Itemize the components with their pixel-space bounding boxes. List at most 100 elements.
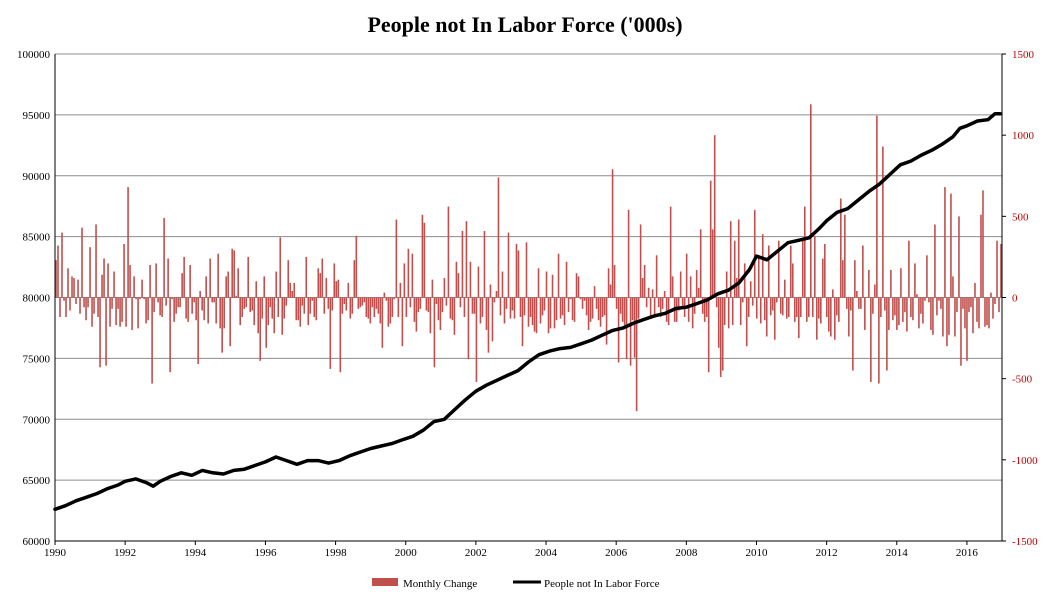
bar-monthly-change [858,297,860,309]
bar-monthly-change [705,297,708,317]
bar-monthly-change [809,104,812,298]
bar-monthly-change [363,297,366,303]
bar-monthly-change [373,297,376,317]
bar-monthly-change [227,271,229,298]
bar-monthly-change [721,297,724,371]
bar-monthly-change [129,265,131,298]
bar-monthly-change [99,297,101,368]
bar-monthly-change [685,253,688,298]
bar-monthly-change [431,279,434,298]
bar-monthly-change [920,297,922,314]
bar-monthly-change [597,297,600,321]
bar-monthly-change [219,297,221,329]
bar-monthly-change [285,297,288,306]
bar-monthly-change [908,240,910,298]
bar-monthly-change [916,294,918,298]
bar-monthly-change [998,297,1000,313]
bar-monthly-change [263,276,266,298]
bar-monthly-change [771,297,774,311]
bar-monthly-change [507,232,510,298]
bar-monthly-change [221,297,223,353]
bar-monthly-change [421,214,424,298]
bar-monthly-change [906,297,908,332]
bar-monthly-change [201,297,203,311]
bar-monthly-change [317,268,320,298]
bar-monthly-change [824,243,826,298]
bar-monthly-change [145,297,147,324]
bar-monthly-change [669,206,672,298]
bar-monthly-change [814,235,816,298]
x-tick-label: 2010 [745,547,768,559]
x-tick-label: 2006 [605,547,628,559]
bar-monthly-change [962,297,964,309]
bar-monthly-change [611,169,614,298]
bar-monthly-change [335,281,338,298]
bar-monthly-change [127,187,129,298]
bar-monthly-change [429,297,432,334]
bar-monthly-change [337,279,340,298]
bar-monthly-change [717,297,720,348]
bar-monthly-change [974,282,976,298]
bar-monthly-change [75,297,77,304]
bar-monthly-change [497,177,500,298]
bar-monthly-change [703,297,706,322]
bar-monthly-change [205,276,207,298]
bar-monthly-change [289,282,292,298]
bar-monthly-change [187,297,189,322]
bar-monthly-change [838,297,840,322]
bar-monthly-change [327,297,330,309]
bar-monthly-change [191,297,193,314]
bar-monthly-change [343,297,346,304]
bar-monthly-change [958,216,960,298]
bar-monthly-change [878,297,880,384]
bar-monthly-change [97,297,99,317]
bar-monthly-change [81,227,83,298]
bar-monthly-change [193,297,195,303]
bar-monthly-change [826,297,828,317]
bar-monthly-change [982,190,984,298]
bar-monthly-change [657,297,660,308]
bar-monthly-change [555,297,558,321]
bar-monthly-change [936,297,938,316]
bar-monthly-change [131,297,133,330]
bar-monthly-change [157,297,159,303]
bar-monthly-change [103,258,105,298]
bar-monthly-change [559,297,562,319]
bar-monthly-change [269,297,272,308]
bar-monthly-change [473,297,476,314]
bar-monthly-change [351,297,354,314]
bar-monthly-change [89,247,91,298]
bar-monthly-change [545,271,548,298]
bar-monthly-change [779,297,782,314]
bar-monthly-change [898,297,900,326]
bar-monthly-change [461,230,464,298]
bar-monthly-change [457,273,460,298]
bar-monthly-change [135,297,137,300]
bar-monthly-change [952,276,954,298]
bar-monthly-change [101,274,103,298]
bar-monthly-change [894,297,896,316]
bar-monthly-change [992,297,994,319]
bar-monthly-change [481,297,484,317]
bar-monthly-change [123,243,125,298]
bar-monthly-change [361,297,364,306]
bar-monthly-change [365,297,368,317]
bar-monthly-change [133,276,135,298]
bar-monthly-change [383,292,386,298]
bar-monthly-change [860,297,862,309]
bar-monthly-change [451,297,454,321]
bar-monthly-change [163,217,165,298]
bar-monthly-change [77,279,79,298]
bar-monthly-change [850,297,852,311]
bar-monthly-change [455,261,458,298]
bar-monthly-change [651,289,654,298]
bar-monthly-change [621,297,624,322]
bar-monthly-change [892,297,894,321]
bar-monthly-change [934,224,936,298]
bar-monthly-change [301,297,304,306]
bar-monthly-change [830,297,832,337]
bar-monthly-change [820,297,822,324]
bar-monthly-change [571,297,574,321]
bar-monthly-change [803,206,806,298]
